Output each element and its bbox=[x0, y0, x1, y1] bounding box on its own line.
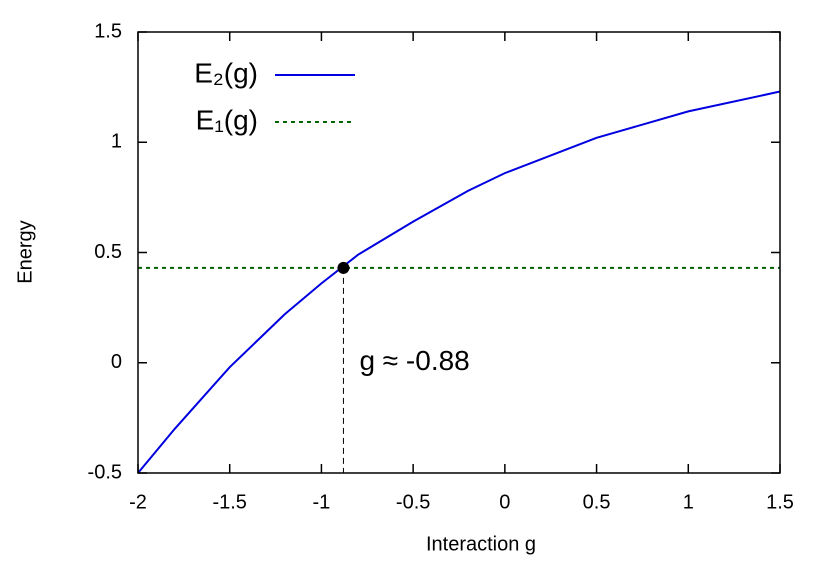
x-tick-label: 1 bbox=[683, 491, 694, 513]
legend-label: E₂(g) bbox=[194, 57, 258, 88]
x-tick-label: -0.5 bbox=[396, 491, 430, 513]
legend-label: E₁(g) bbox=[196, 104, 258, 135]
x-tick-label: 1.5 bbox=[766, 491, 794, 513]
y-tick-label: -0.5 bbox=[88, 461, 122, 483]
x-tick-label: 0 bbox=[499, 491, 510, 513]
x-tick-label: -2 bbox=[129, 491, 147, 513]
y-tick-label: 1 bbox=[111, 131, 122, 153]
y-tick-label: 1.5 bbox=[94, 20, 122, 42]
y-axis-label: Energy bbox=[14, 220, 36, 283]
x-tick-label: 0.5 bbox=[583, 491, 611, 513]
annotation: g ≈ -0.88 bbox=[359, 345, 469, 376]
x-tick-label: -1.5 bbox=[212, 491, 246, 513]
intersection-point bbox=[337, 261, 350, 274]
x-axis-label: Interaction g bbox=[426, 533, 536, 555]
plot-frame bbox=[137, 31, 781, 474]
x-tick-label: -1 bbox=[313, 491, 331, 513]
y-tick-label: 0 bbox=[111, 351, 122, 373]
series-line bbox=[137, 90, 781, 474]
y-tick-label: 0.5 bbox=[94, 241, 122, 263]
